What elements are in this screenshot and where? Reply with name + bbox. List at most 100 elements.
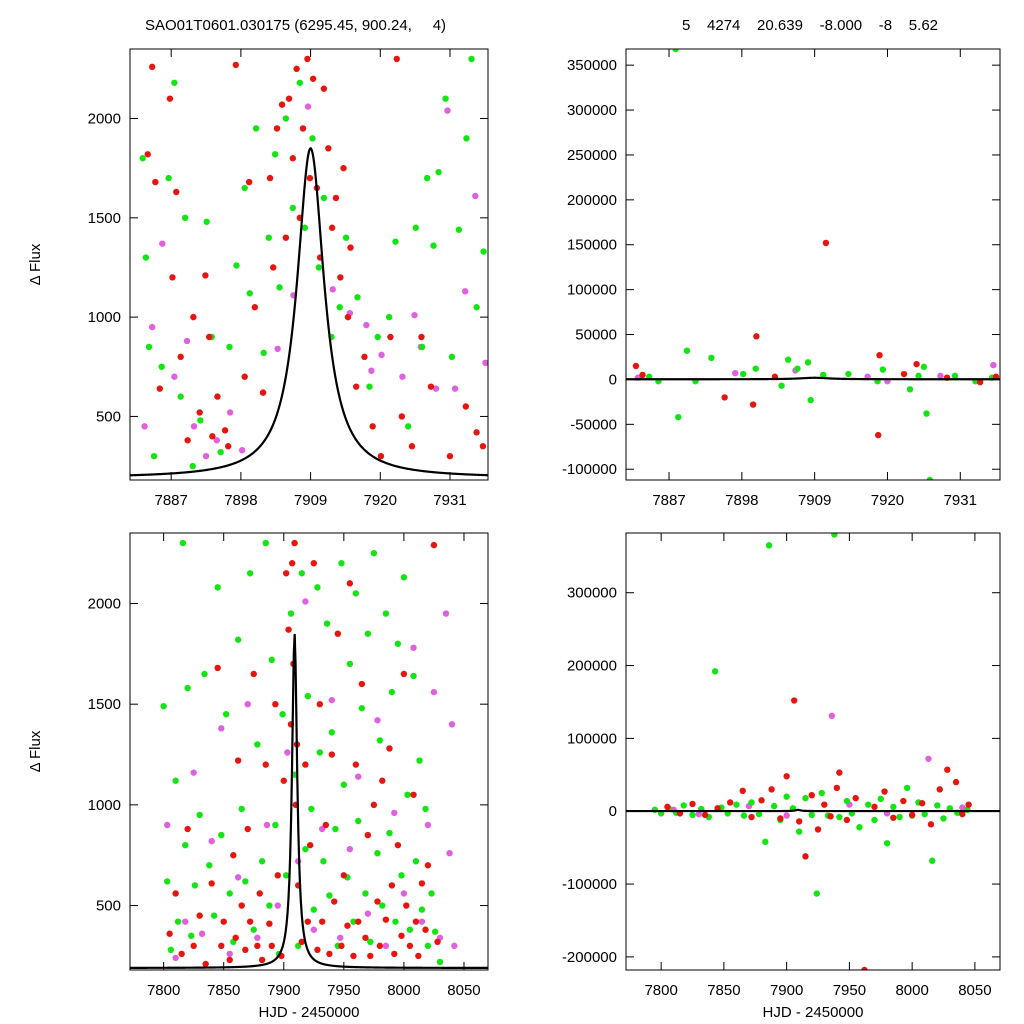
y-tick-label: 500: [96, 898, 121, 915]
point-red: [340, 164, 347, 172]
point-red: [422, 926, 429, 933]
point-red: [328, 224, 336, 231]
point-red: [689, 800, 696, 808]
point-red: [352, 761, 360, 768]
point-violet: [364, 910, 372, 917]
point-red: [328, 751, 336, 758]
point-violet: [213, 437, 221, 444]
point-violet: [461, 288, 469, 295]
point-red: [258, 956, 266, 964]
point-violet: [208, 837, 215, 845]
point-green: [418, 906, 426, 913]
point-green: [262, 539, 269, 547]
point-green: [929, 857, 936, 864]
point-green: [418, 343, 426, 351]
point-red: [196, 409, 203, 416]
point-violet: [382, 942, 390, 950]
point-green: [226, 890, 233, 897]
x-tick-label: 7850: [207, 982, 240, 999]
point-green: [210, 912, 218, 919]
point-green: [711, 668, 719, 675]
point-green: [843, 797, 851, 805]
point-violet: [448, 721, 456, 728]
point-violet: [274, 902, 281, 909]
point-green: [400, 574, 408, 581]
point-green: [179, 539, 187, 547]
point-green: [794, 365, 801, 372]
point-green: [289, 204, 297, 212]
data-points: [651, 533, 972, 970]
point-green: [177, 393, 184, 400]
point-red: [218, 942, 225, 950]
point-red: [177, 353, 184, 361]
point-green: [883, 840, 891, 847]
y-tick-label: -200000: [562, 949, 617, 966]
data-points: [139, 55, 488, 470]
point-green: [328, 729, 336, 736]
point-red: [190, 313, 197, 321]
point-red: [314, 946, 321, 954]
point-red: [900, 370, 908, 378]
point-green: [896, 813, 903, 821]
point-violet: [183, 337, 191, 345]
point-red: [152, 178, 159, 186]
y-tick-label: 50000: [575, 327, 617, 344]
y-tick-label: 1500: [88, 696, 121, 713]
model-curve: [130, 633, 488, 969]
point-green: [865, 801, 872, 808]
x-tick-label: 7887: [154, 492, 187, 509]
point-green: [165, 174, 172, 182]
point-red: [285, 95, 293, 102]
point-green: [258, 858, 266, 865]
point-red: [959, 810, 966, 818]
point-red: [310, 560, 318, 567]
point-red: [337, 274, 344, 281]
point-red: [871, 803, 878, 811]
point-green: [431, 928, 439, 935]
point-green: [765, 542, 773, 549]
point-red: [861, 966, 868, 970]
x-tick-label: 7950: [833, 982, 866, 999]
point-green: [448, 353, 456, 361]
x-tick-label: 7900: [770, 982, 803, 999]
point-green: [762, 838, 769, 846]
point-green: [915, 372, 922, 380]
point-violet: [472, 192, 479, 200]
point-violet: [410, 644, 417, 651]
point-red: [288, 560, 296, 567]
point-green: [217, 448, 224, 456]
point-green: [784, 356, 792, 363]
point-green: [416, 757, 423, 764]
point-red: [976, 378, 984, 386]
point-green: [424, 942, 432, 950]
point-red: [362, 934, 369, 941]
point-green: [184, 684, 191, 692]
point-violet: [399, 373, 406, 380]
point-red: [355, 918, 362, 925]
point-green: [903, 784, 911, 792]
point-green: [940, 815, 947, 822]
point-green: [182, 841, 189, 849]
point-red: [331, 898, 338, 905]
point-green: [354, 294, 361, 301]
point-green: [304, 692, 311, 700]
point-green: [831, 533, 838, 538]
point-red: [714, 805, 721, 812]
point-green: [326, 892, 333, 899]
point-green: [316, 749, 324, 756]
point-red: [777, 815, 784, 822]
point-green: [836, 813, 843, 821]
point-violet: [368, 367, 375, 374]
y-tick-label: 300000: [567, 585, 617, 602]
point-red: [245, 178, 253, 186]
point-violet: [238, 447, 246, 454]
point-red: [952, 778, 960, 786]
point-green: [150, 452, 158, 460]
point-green: [355, 817, 362, 825]
point-violet: [925, 755, 932, 762]
point-red: [639, 371, 646, 379]
point-green: [404, 423, 412, 430]
point-green: [455, 226, 463, 233]
x-tick-label: 8000: [895, 982, 928, 999]
